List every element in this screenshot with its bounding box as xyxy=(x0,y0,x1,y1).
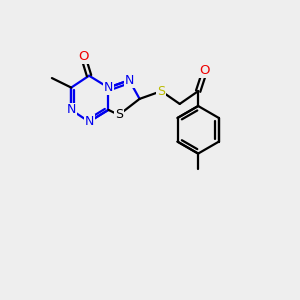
Text: N: N xyxy=(104,81,113,94)
Text: O: O xyxy=(78,50,88,63)
Text: N: N xyxy=(124,74,134,87)
Text: S: S xyxy=(115,108,123,122)
Text: N: N xyxy=(84,115,94,128)
Text: O: O xyxy=(200,64,210,77)
Text: S: S xyxy=(157,85,165,98)
Text: N: N xyxy=(67,103,76,116)
